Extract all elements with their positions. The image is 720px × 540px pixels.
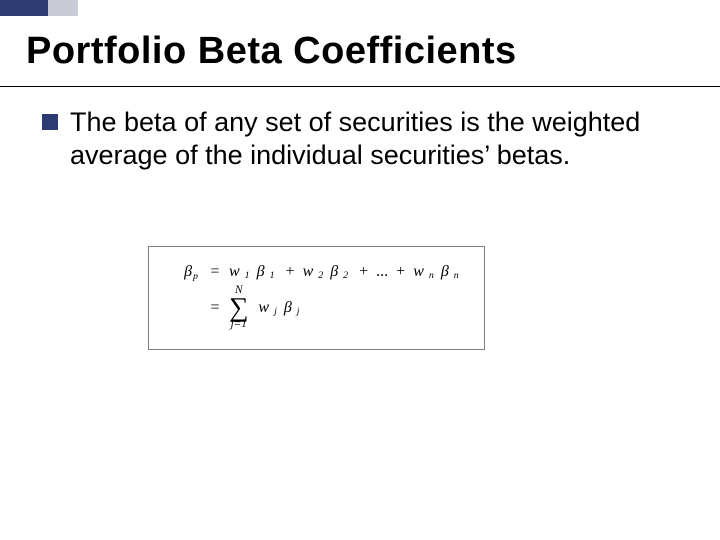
body-block: The beta of any set of securities is the… [42, 106, 680, 172]
formula-box: βp = w1 β1 + w2 β2 + ... + wn βn = N ∑ [148, 246, 485, 350]
accent-bar [0, 0, 720, 16]
accent-block-dark [0, 0, 48, 16]
equation-line-2: = N ∑ j=1 wj βj [171, 285, 462, 331]
accent-block-rest [78, 0, 720, 16]
body-paragraph: The beta of any set of securities is the… [70, 106, 680, 172]
sigma-icon: N ∑ j=1 [229, 285, 248, 331]
horizontal-rule [0, 86, 720, 87]
bullet-square-icon [42, 114, 58, 130]
slide-title: Portfolio Beta Coefficients [26, 30, 517, 73]
accent-block-light [48, 0, 78, 16]
slide: Portfolio Beta Coefficients The beta of … [0, 0, 720, 540]
equation-line-1: βp = w1 β1 + w2 β2 + ... + wn βn [171, 263, 462, 281]
